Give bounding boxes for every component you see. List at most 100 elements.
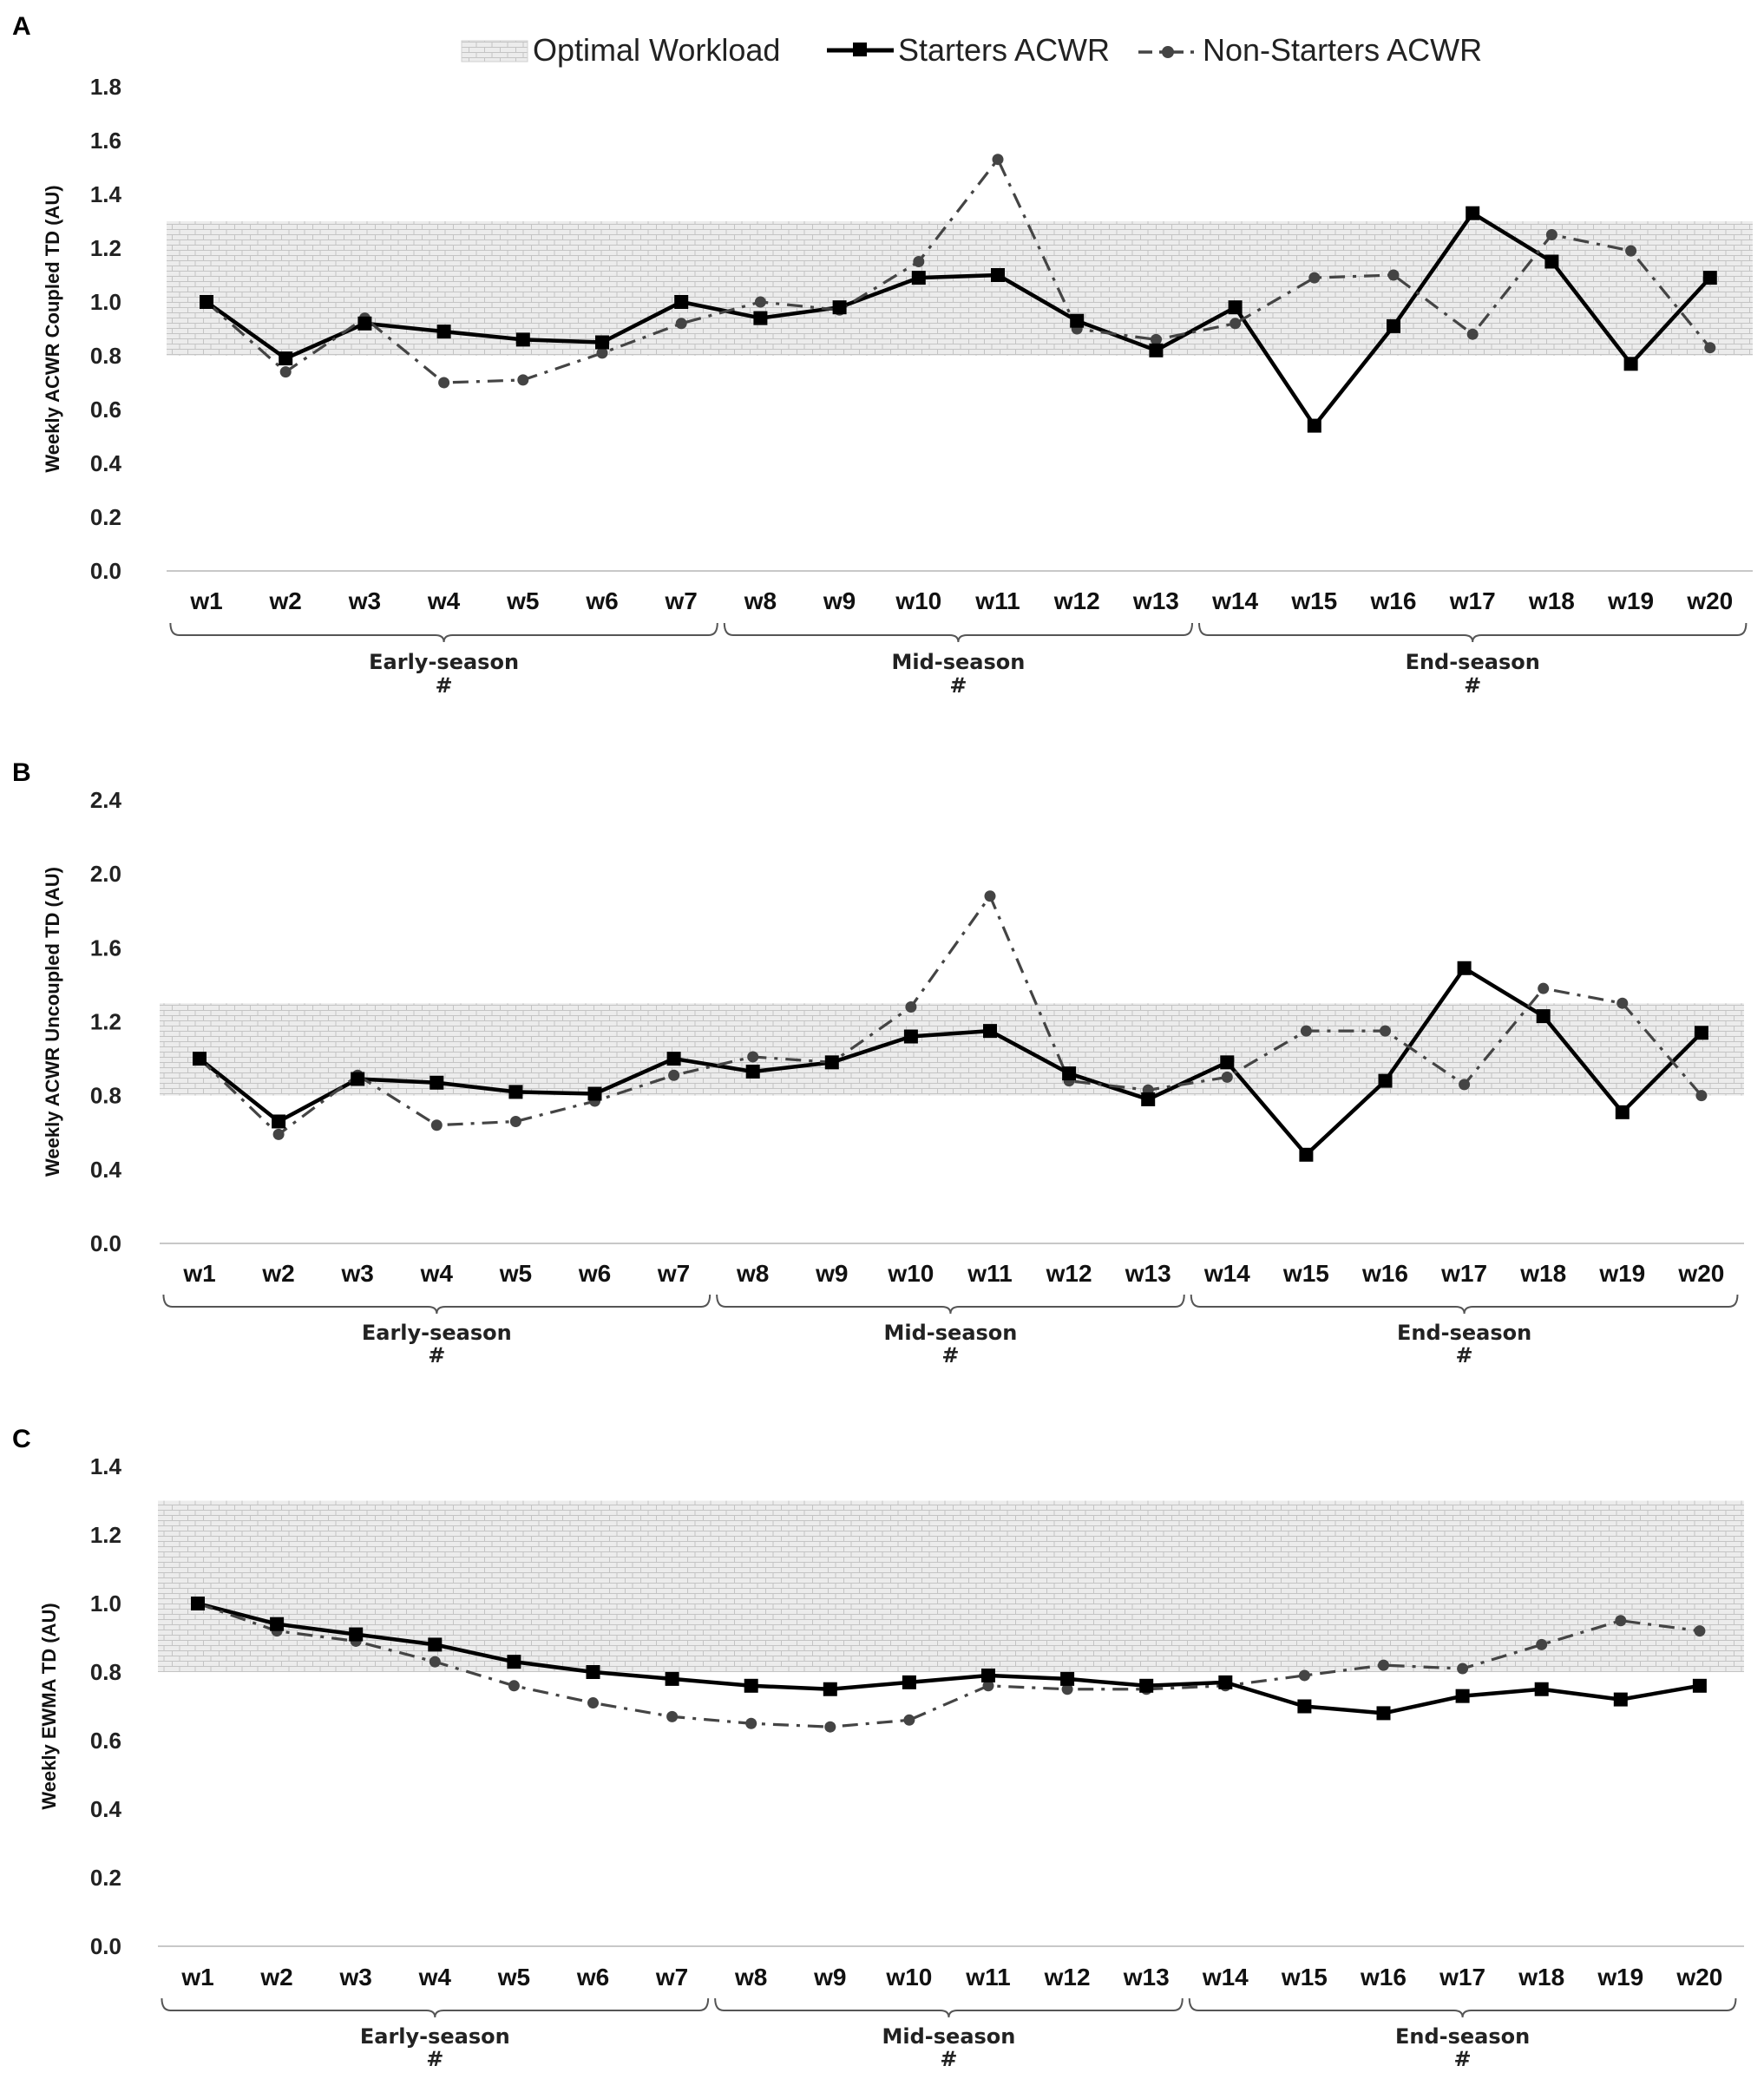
starters-point: [981, 1668, 995, 1682]
x-tick-label: w5: [499, 1260, 532, 1287]
y-tick-label: 0.0: [90, 558, 121, 584]
nonstarters-point: [1694, 1625, 1706, 1637]
x-tick-label: w8: [736, 1260, 769, 1287]
starters-point: [1149, 343, 1164, 357]
y-tick-label: 0.8: [90, 1083, 121, 1109]
phase-mark: #: [1454, 2047, 1472, 2071]
starters-point: [430, 1075, 444, 1090]
phase-label: Early-season: [369, 650, 519, 674]
nonstarters-point: [675, 318, 687, 330]
x-tick-label: w4: [427, 587, 461, 614]
starters-point: [1544, 254, 1559, 269]
legend-nonstarters-label: Non-Starters ACWR: [1203, 32, 1482, 68]
legend: Optimal Workload Starters ACWR Non-Start…: [461, 32, 1482, 68]
starters-point: [193, 1052, 207, 1066]
starters-point: [1702, 271, 1717, 285]
y-tick-label: 2.0: [90, 861, 121, 887]
x-tick-label: w7: [665, 587, 698, 614]
legend-starters-label: Starters ACWR: [898, 32, 1110, 68]
x-tick-label: w9: [815, 1260, 848, 1287]
phase-label: Mid-season: [882, 2024, 1016, 2049]
phase-bracket: [714, 1997, 1184, 2018]
panel-letter-a: A: [12, 12, 31, 41]
panel-a-coupled: A 0.00.20.40.60.81.01.21.41.61.8 w1 w2 w3 w…: [12, 12, 1753, 698]
phase-mark: #: [428, 1343, 445, 1367]
nonstarters-point: [1387, 269, 1400, 281]
starters-point: [823, 1682, 837, 1696]
x-tick-label: w2: [259, 1964, 292, 1990]
nonstarters-point: [1300, 1025, 1312, 1037]
y-tick-label: 1.6: [90, 935, 121, 961]
y-tick-label: 1.4: [90, 1453, 122, 1479]
starters-point: [902, 1675, 916, 1689]
starters-point: [1062, 1066, 1077, 1081]
x-tick-label: w11: [967, 1260, 1012, 1287]
y-axis-ticks-a: 0.0 0.2 0.4 0.6 0.8 1.0 1.2 1.4 1.6 1.8: [90, 74, 122, 584]
starters-point: [1139, 1678, 1154, 1693]
starters-point: [1613, 1692, 1628, 1707]
starters-point: [1299, 1147, 1314, 1162]
nonstarters-point: [517, 374, 529, 386]
nonstarters-point: [982, 1680, 994, 1692]
nonstarters-point: [1221, 1071, 1233, 1083]
starters-point: [272, 1114, 286, 1129]
starters-point: [1466, 206, 1480, 220]
phase-label: End-season: [1406, 650, 1540, 674]
nonstarters-point: [1615, 1615, 1627, 1627]
nonstarters-point: [1695, 1090, 1708, 1102]
optimal-band-a: [167, 221, 1753, 356]
series-lines-c: [197, 1601, 1701, 1728]
x-tick-label: w16: [1370, 587, 1417, 614]
panel-letter-c: C: [12, 1425, 31, 1453]
nonstarters-point: [1625, 245, 1637, 257]
y-tick-label: 0.2: [90, 1865, 121, 1891]
nonstarters-point: [1704, 342, 1716, 354]
y-tick-label: 1.2: [90, 1009, 121, 1035]
starters-point: [753, 311, 768, 325]
nonstarters-point: [430, 1119, 443, 1131]
x-tick-label: w8: [734, 1964, 767, 1990]
starters-point: [1623, 357, 1638, 371]
nonstarters-point: [596, 347, 608, 359]
nonstarters-point: [745, 1717, 757, 1729]
phase-brackets-b: Early-season#Mid-season#End-season#: [162, 1294, 1739, 1367]
nonstarters-point: [1308, 272, 1321, 284]
starters-point: [586, 1665, 600, 1679]
nonstarters-point: [668, 1069, 680, 1081]
nonstarters-point: [1538, 982, 1550, 994]
y-tick-label: 1.4: [90, 181, 122, 207]
x-tick-label: w2: [261, 1260, 294, 1287]
starters-point: [1455, 1689, 1470, 1703]
starters-point: [1536, 1009, 1551, 1024]
starters-point: [1457, 961, 1472, 975]
x-tick-label: w14: [1203, 1260, 1250, 1287]
y-tick-label: 0.6: [90, 1728, 121, 1754]
y-tick-label: 1.6: [90, 128, 121, 154]
x-tick-label: w5: [497, 1964, 530, 1990]
x-tick-label: w19: [1598, 1260, 1645, 1287]
nonstarters-point: [1545, 229, 1557, 240]
legend-nonstarters-marker: [1162, 46, 1174, 58]
phase-bracket: [723, 622, 1193, 643]
y-tick-label: 0.6: [90, 397, 121, 423]
x-tick-label: w12: [1046, 1260, 1092, 1287]
x-tick-label: w10: [895, 587, 941, 614]
nonstarters-point: [1378, 1659, 1389, 1671]
y-tick-label: 0.8: [90, 1659, 121, 1685]
x-tick-label: w13: [1125, 1260, 1171, 1287]
nonstarters-series-line: [197, 1602, 1701, 1728]
x-tick-label: w18: [1528, 587, 1575, 614]
nonstarters-point: [824, 1721, 836, 1733]
x-tick-label: w14: [1211, 587, 1258, 614]
phase-label: End-season: [1395, 2024, 1530, 2049]
nonstarters-point: [279, 366, 292, 378]
y-axis-label-a: Weekly ACWR Coupled TD (AU): [42, 185, 63, 472]
nonstarters-point: [1466, 328, 1479, 340]
nonstarters-point: [508, 1680, 520, 1692]
starters-point: [674, 295, 689, 309]
y-axis-ticks-c: 0.0 0.2 0.4 0.6 0.8 1.0 1.2 1.4: [90, 1453, 122, 1959]
starters-point: [665, 1671, 679, 1686]
x-tick-label: w15: [1290, 587, 1337, 614]
nonstarters-point: [913, 256, 925, 267]
starters-point: [200, 295, 213, 309]
